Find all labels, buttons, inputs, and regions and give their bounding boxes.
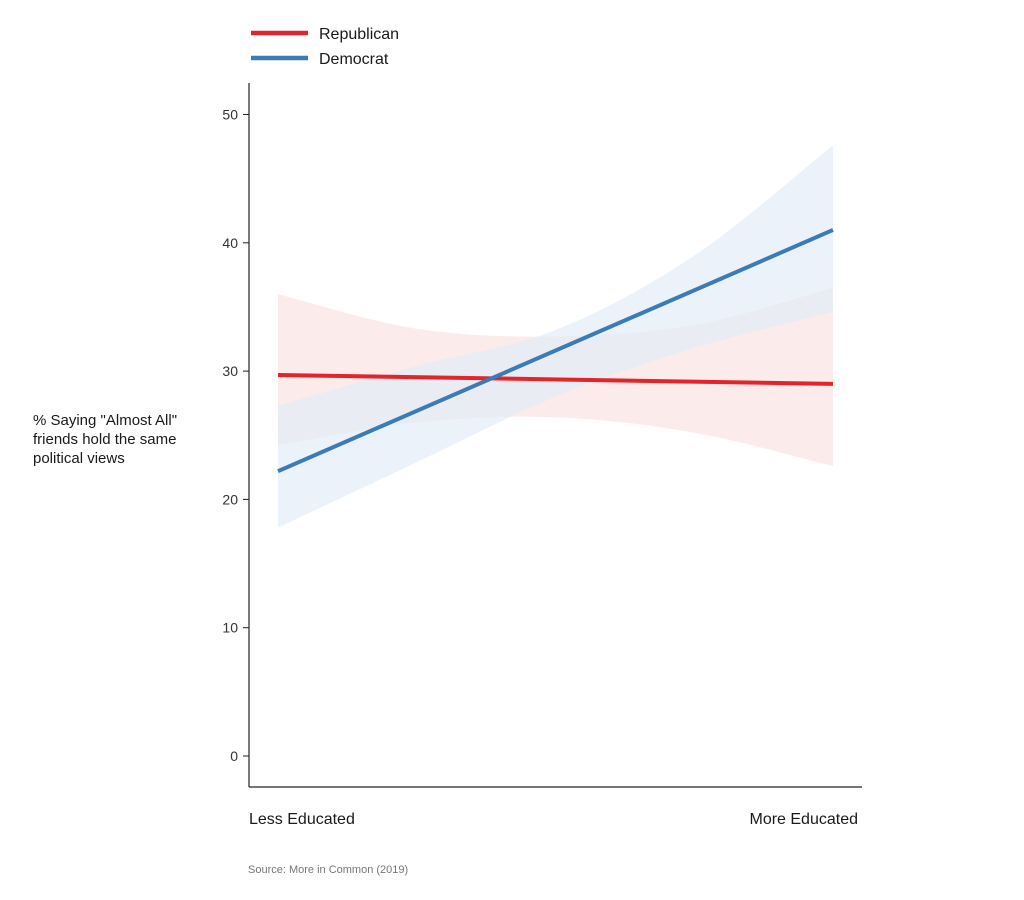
y-tick-label-0: 0 [230, 748, 238, 764]
legend: Republican Democrat [251, 26, 399, 68]
y-tick-label-30: 30 [222, 363, 238, 379]
source-note: Source: More in Common (2019) [248, 864, 408, 876]
y-tick-label-10: 10 [222, 620, 238, 636]
y-axis-label-line-1: % Saying "Almost All" [33, 412, 177, 429]
legend-label-democrat: Democrat [319, 51, 389, 68]
y-axis-label: % Saying "Almost All" friends hold the s… [33, 412, 177, 467]
confidence-bands [278, 145, 833, 528]
series-lines [277, 228, 834, 474]
y-axis-label-line-3: political views [33, 450, 125, 467]
x-tick-label-less-educated: Less Educated [249, 811, 355, 828]
y-tick-label-50: 50 [222, 107, 238, 123]
y-axis-label-line-2: friends hold the same [33, 431, 176, 448]
confidence-band-democrat [278, 145, 833, 528]
x-tick-label-more-educated: More Educated [749, 811, 858, 828]
axes [248, 83, 862, 788]
series-line-republican [277, 372, 834, 386]
y-tick-label-40: 40 [222, 235, 238, 251]
y-ticks: 0 10 20 30 40 50 [222, 107, 249, 764]
series-line-democrat [277, 228, 834, 474]
y-tick-label-20: 20 [222, 491, 238, 507]
legend-label-republican: Republican [319, 26, 399, 43]
